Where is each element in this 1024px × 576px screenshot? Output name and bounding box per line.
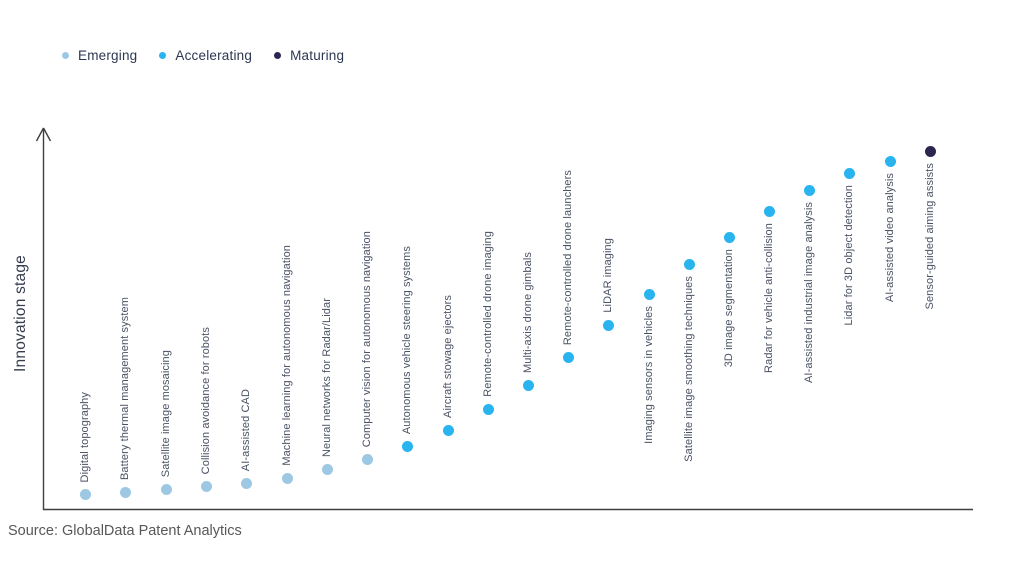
- point-label: Computer vision for autonomous navigatio…: [361, 230, 373, 447]
- point-label: Digital topography: [79, 391, 91, 482]
- point-label: Battery thermal management system: [119, 296, 131, 480]
- point-marker-icon: [321, 463, 333, 475]
- point-label: Multi-axis drone gimbals: [522, 252, 534, 373]
- point-label: 3D image segmentation: [723, 249, 735, 368]
- legend-item-maturing: Maturing: [274, 48, 344, 63]
- point-label: LiDAR imaging: [602, 238, 614, 313]
- point-marker-icon: [361, 453, 373, 465]
- point-marker-icon: [683, 258, 695, 270]
- legend-label-maturing: Maturing: [290, 48, 345, 63]
- point-marker-icon: [401, 440, 413, 452]
- point-marker-icon: [723, 231, 735, 243]
- point-marker-icon: [843, 167, 855, 179]
- source-note: Source: GlobalData Patent Analytics: [8, 523, 242, 539]
- point-label: Collision avoidance for robots: [200, 326, 212, 474]
- point-label: Aircraft stowage ejectors: [442, 295, 454, 418]
- point-marker-icon: [522, 379, 534, 391]
- legend-item-emerging: Emerging: [62, 48, 137, 63]
- point-marker-icon: [602, 319, 614, 331]
- point-label: AI-assisted industrial image analysis: [803, 202, 815, 383]
- point-marker-icon: [442, 424, 454, 436]
- point-label: Machine learning for autonomous navigati…: [281, 245, 293, 466]
- point-label: Imaging sensors in vehicles: [643, 306, 655, 444]
- point-marker-icon: [643, 288, 655, 300]
- point-label: Satellite image smoothing techniques: [683, 276, 695, 462]
- point-marker-icon: [160, 483, 172, 495]
- emerging-dot-icon: [62, 52, 69, 59]
- point-label: Satellite image mosaicing: [160, 349, 172, 477]
- y-axis-arrow-icon: [35, 127, 45, 142]
- legend-label-emerging: Emerging: [78, 48, 138, 63]
- legend-label-accelerating: Accelerating: [175, 48, 253, 63]
- point-marker-icon: [240, 477, 252, 489]
- accelerating-dot-icon: [159, 52, 167, 59]
- maturing-dot-icon: [274, 52, 282, 59]
- legend: Emerging Accelerating Maturing: [62, 48, 344, 63]
- point-label: Lidar for 3D object detection: [843, 185, 855, 326]
- point-marker-icon: [924, 145, 936, 157]
- point-label: Autonomous vehicle steering systems: [401, 245, 413, 434]
- point-label: Remote-controlled drone imaging: [482, 231, 494, 397]
- point-label: AI-assisted video analysis: [884, 173, 896, 303]
- point-marker-icon: [281, 472, 293, 484]
- point-label: Remote-controlled drone launchers: [562, 169, 574, 345]
- point-marker-icon: [482, 403, 494, 415]
- legend-item-accelerating: Accelerating: [159, 48, 252, 63]
- point-marker-icon: [79, 488, 91, 500]
- point-label: Radar for vehicle anti-collision: [763, 223, 775, 373]
- point-marker-icon: [884, 155, 896, 167]
- point-marker-icon: [763, 205, 775, 217]
- point-label: Sensor-guided aiming assists: [924, 163, 936, 310]
- point-marker-icon: [562, 351, 574, 363]
- point-label: AI-assisted CAD: [240, 388, 252, 471]
- point-marker-icon: [803, 184, 815, 196]
- point-marker-icon: [119, 486, 131, 498]
- point-marker-icon: [200, 480, 212, 492]
- point-label: Neural networks for Radar/Lidar: [321, 297, 333, 457]
